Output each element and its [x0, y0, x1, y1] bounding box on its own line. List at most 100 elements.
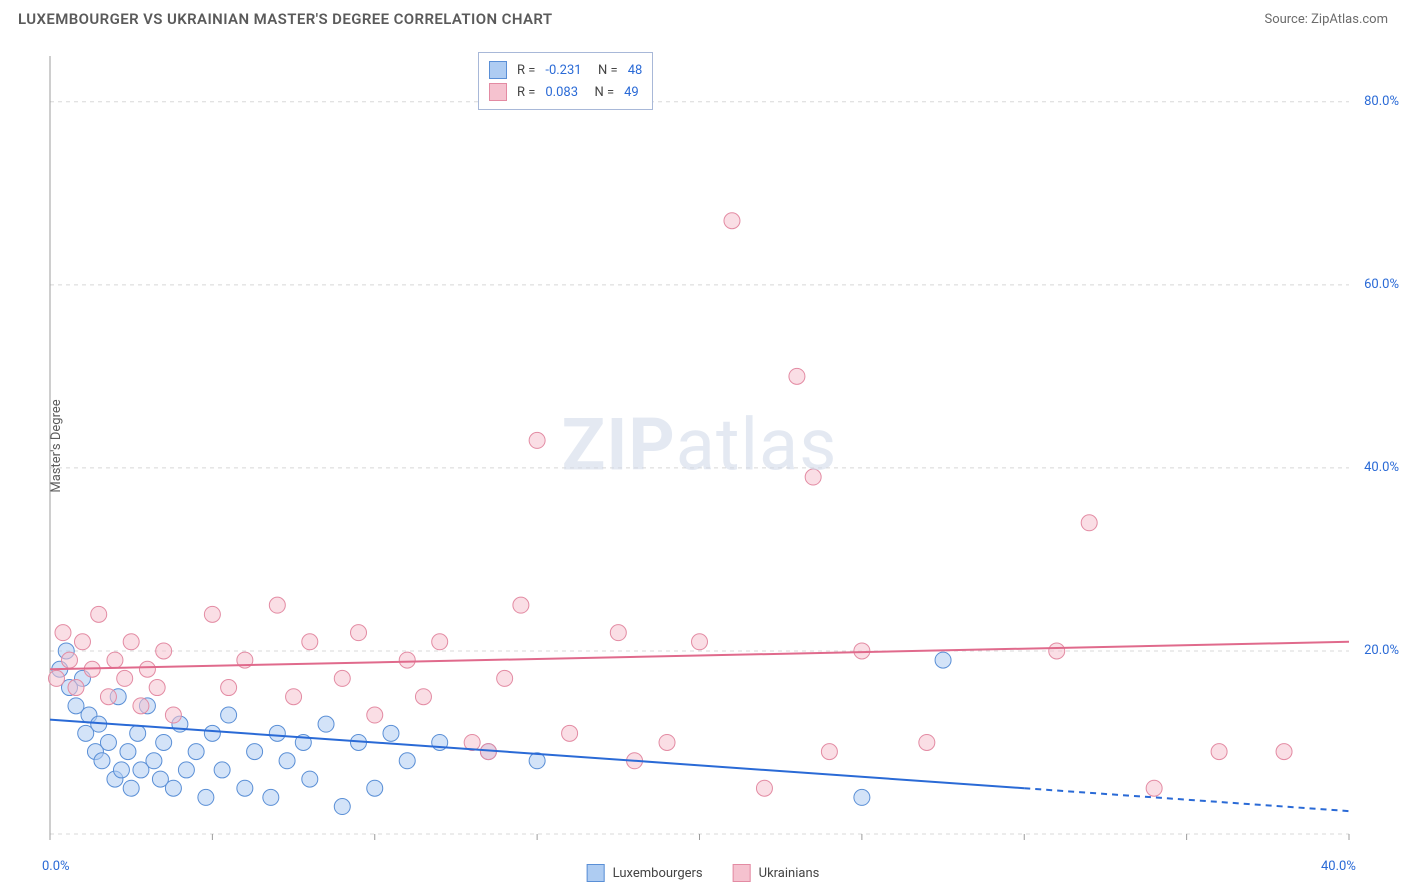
data-point	[55, 625, 71, 641]
data-point	[383, 725, 399, 741]
data-point	[805, 469, 821, 485]
data-point	[221, 707, 237, 723]
data-point	[821, 744, 837, 760]
data-point	[149, 680, 165, 696]
data-point	[204, 725, 220, 741]
data-point	[351, 625, 367, 641]
legend-swatch	[587, 864, 605, 882]
data-point	[214, 762, 230, 778]
data-point	[399, 652, 415, 668]
trend-line-extrapolated	[1024, 788, 1349, 811]
data-point	[113, 762, 129, 778]
y-tick-label: 20.0%	[1364, 643, 1399, 658]
legend-n-value: 48	[628, 63, 643, 78]
data-point	[263, 789, 279, 805]
y-tick-label: 60.0%	[1364, 277, 1399, 292]
data-point	[139, 661, 155, 677]
data-point	[130, 725, 146, 741]
legend-swatch	[489, 61, 507, 79]
data-point	[610, 625, 626, 641]
data-point	[1081, 515, 1097, 531]
data-point	[74, 634, 90, 650]
data-point	[123, 634, 139, 650]
data-point	[367, 707, 383, 723]
data-point	[165, 780, 181, 796]
data-point	[269, 597, 285, 613]
data-point	[286, 689, 302, 705]
y-tick-label: 80.0%	[1364, 94, 1399, 109]
data-point	[178, 762, 194, 778]
scatter-plot-svg	[48, 48, 1351, 852]
data-point	[529, 432, 545, 448]
correlation-legend: R = -0.231 N = 48 R = 0.083 N = 49	[478, 52, 653, 110]
data-point	[146, 753, 162, 769]
data-point	[237, 780, 253, 796]
data-point	[854, 789, 870, 805]
series-legend: Luxembourgers Ukrainians	[587, 864, 820, 882]
legend-n-value: 49	[624, 85, 639, 100]
chart-source: Source: ZipAtlas.com	[1264, 12, 1388, 27]
data-point	[269, 725, 285, 741]
data-point	[247, 744, 263, 760]
data-point	[789, 368, 805, 384]
data-point	[756, 780, 772, 796]
x-tick-label: 40.0%	[1321, 859, 1356, 874]
legend-swatch	[489, 83, 507, 101]
data-point	[399, 753, 415, 769]
data-point	[367, 780, 383, 796]
data-point	[156, 643, 172, 659]
data-point	[1276, 744, 1292, 760]
data-point	[279, 753, 295, 769]
data-point	[120, 744, 136, 760]
legend-r-label: R =	[517, 63, 535, 78]
legend-swatch	[733, 864, 751, 882]
y-tick-label: 40.0%	[1364, 460, 1399, 475]
legend-n-label: N =	[592, 63, 618, 78]
data-point	[100, 689, 116, 705]
data-point	[432, 634, 448, 650]
data-point	[854, 643, 870, 659]
chart-header: LUXEMBOURGER VS UKRAINIAN MASTER'S DEGRE…	[0, 0, 1406, 34]
chart-title: LUXEMBOURGER VS UKRAINIAN MASTER'S DEGRE…	[18, 10, 553, 28]
legend-r-value: 0.083	[545, 85, 578, 100]
data-point	[133, 698, 149, 714]
data-point	[68, 680, 84, 696]
legend-row: R = 0.083 N = 49	[489, 81, 642, 103]
data-point	[94, 753, 110, 769]
data-point	[513, 597, 529, 613]
series-legend-item: Ukrainians	[733, 864, 820, 882]
data-point	[165, 707, 181, 723]
x-tick-label: 0.0%	[42, 859, 70, 874]
data-point	[100, 734, 116, 750]
data-point	[61, 652, 77, 668]
data-point	[156, 734, 172, 750]
legend-r-value: -0.231	[545, 63, 581, 78]
data-point	[724, 213, 740, 229]
data-point	[659, 734, 675, 750]
data-point	[1146, 780, 1162, 796]
legend-n-label: N =	[588, 85, 614, 100]
data-point	[302, 771, 318, 787]
data-point	[204, 606, 220, 622]
data-point	[123, 780, 139, 796]
data-point	[1211, 744, 1227, 760]
series-label: Ukrainians	[759, 866, 820, 881]
series-label: Luxembourgers	[613, 866, 703, 881]
data-point	[334, 670, 350, 686]
data-point	[107, 652, 123, 668]
data-point	[198, 789, 214, 805]
legend-row: R = -0.231 N = 48	[489, 59, 642, 81]
data-point	[919, 734, 935, 750]
data-point	[188, 744, 204, 760]
data-point	[334, 799, 350, 815]
data-point	[497, 670, 513, 686]
data-point	[48, 670, 64, 686]
data-point	[415, 689, 431, 705]
data-point	[91, 606, 107, 622]
data-point	[117, 670, 133, 686]
legend-r-label: R =	[517, 85, 535, 100]
data-point	[562, 725, 578, 741]
data-point	[302, 634, 318, 650]
data-point	[1049, 643, 1065, 659]
data-point	[318, 716, 334, 732]
